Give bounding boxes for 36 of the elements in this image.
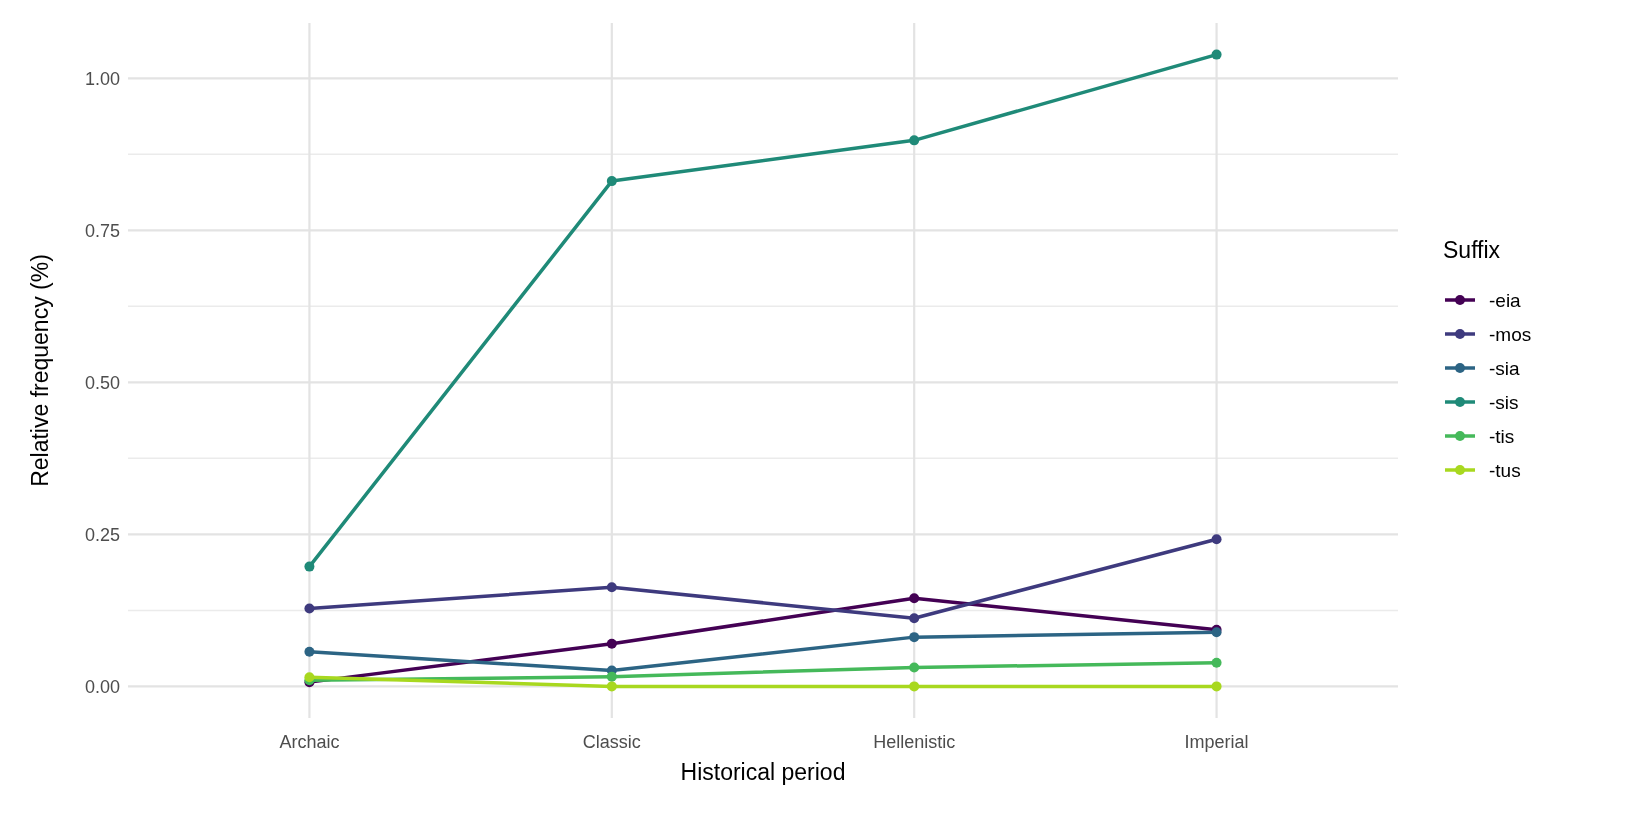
point — [1211, 49, 1222, 60]
legend-label: -eia — [1489, 289, 1522, 311]
point — [909, 593, 920, 604]
legend-label: -tis — [1489, 425, 1515, 447]
point — [909, 613, 920, 624]
y-axis-title: Relative frequency (%) — [27, 254, 53, 487]
point — [606, 671, 617, 682]
point — [304, 646, 315, 657]
y-tick-label: 0.75 — [84, 220, 120, 241]
point — [606, 638, 617, 649]
y-tick-label: 1.00 — [84, 68, 120, 89]
legend-label: -sis — [1489, 391, 1519, 413]
x-tick-label: Archaic — [279, 732, 340, 752]
point — [304, 603, 315, 614]
point — [304, 561, 315, 572]
legend-label: -sia — [1489, 357, 1521, 379]
legend-title: Suffix — [1443, 237, 1501, 263]
x-tick-label: Imperial — [1184, 732, 1249, 752]
point — [909, 681, 920, 692]
y-tick-label: 0.25 — [84, 524, 120, 545]
legend-label: -tus — [1489, 459, 1521, 481]
point — [606, 176, 617, 187]
x-tick-label: Hellenistic — [873, 732, 956, 752]
legend-label: -mos — [1489, 323, 1532, 345]
point — [909, 135, 920, 146]
x-axis-title: Historical period — [680, 759, 846, 785]
point — [1211, 681, 1222, 692]
point — [909, 632, 920, 643]
point — [1211, 657, 1222, 668]
y-tick-label: 0.00 — [84, 676, 120, 697]
point — [909, 662, 920, 673]
point — [606, 582, 617, 593]
x-tick-label: Classic — [582, 732, 641, 752]
y-tick-label: 0.50 — [84, 372, 120, 393]
point — [606, 681, 617, 692]
point — [1211, 534, 1222, 545]
